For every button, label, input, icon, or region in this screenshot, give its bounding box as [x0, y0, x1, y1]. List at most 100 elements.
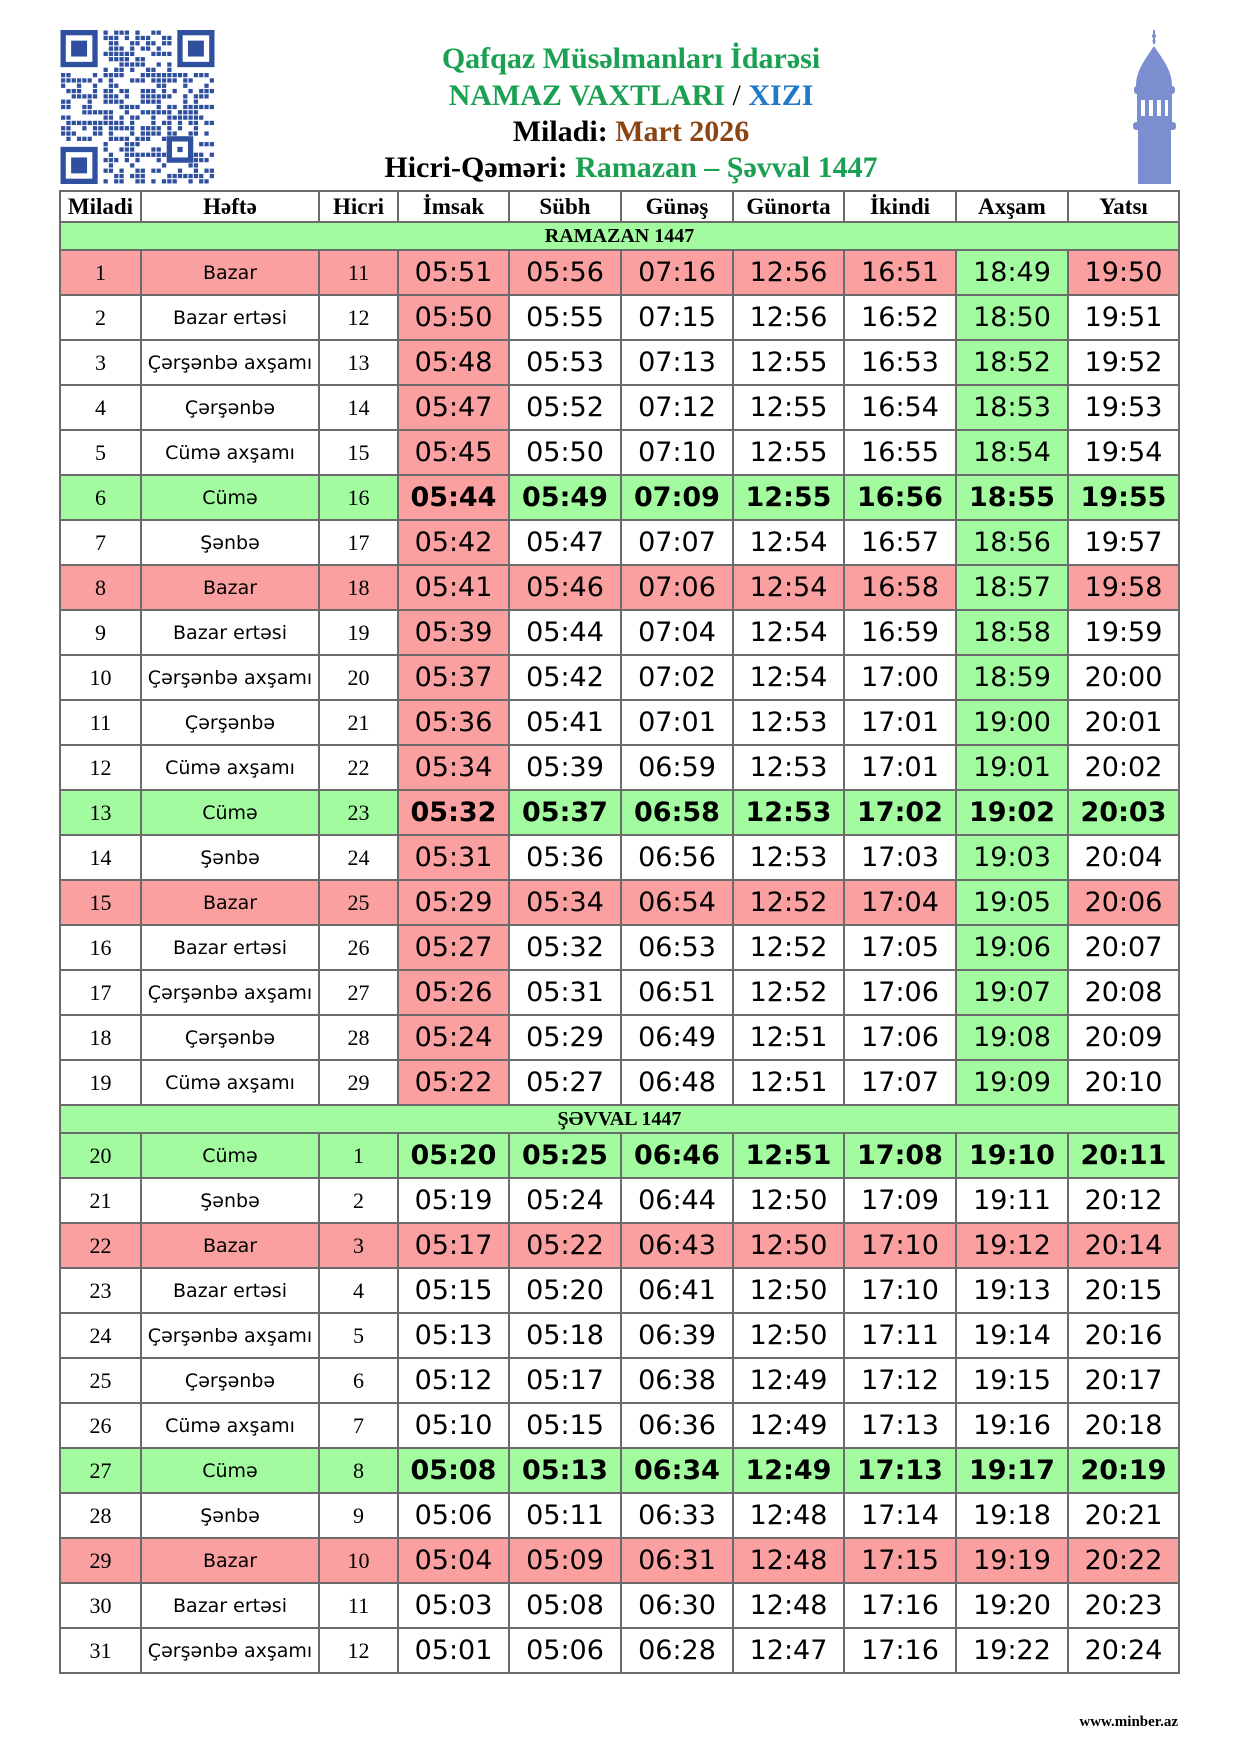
day-number: 19 — [59, 1059, 142, 1106]
time-Yatsı: 20:17 — [1067, 1357, 1180, 1404]
time-Axşam: 19:01 — [955, 744, 1069, 791]
day-number: 23 — [59, 1267, 142, 1314]
hijri-day: 7 — [318, 1402, 399, 1449]
time-İkindi: 17:04 — [843, 879, 957, 926]
time-İkindi: 17:01 — [843, 699, 957, 746]
day-number: 24 — [59, 1312, 142, 1359]
time-İkindi: 17:06 — [843, 969, 957, 1016]
hijri-day: 5 — [318, 1312, 399, 1359]
hijri-day: 14 — [318, 384, 399, 431]
time-İkindi: 16:54 — [843, 384, 957, 431]
time-Yatsı: 19:59 — [1067, 609, 1180, 656]
time-İmsak: 05:42 — [397, 519, 510, 566]
gregorian-label: Miladi: — [512, 115, 608, 148]
time-Günorta: 12:48 — [732, 1492, 845, 1539]
time-Günəş: 06:44 — [620, 1177, 734, 1224]
time-Yatsı: 20:12 — [1067, 1177, 1180, 1224]
table-row: 26 Cümə axşamı 7 05:10 05:15 06:36 12:49 17:13 1… — [59, 1402, 1180, 1449]
time-Axşam: 19:02 — [955, 789, 1069, 836]
time-Yatsı: 19:53 — [1067, 384, 1180, 431]
time-Yatsı: 20:11 — [1067, 1132, 1180, 1179]
time-İmsak: 05:36 — [397, 699, 510, 746]
table-row: 5 Cümə axşamı 15 05:45 05:50 07:10 12:55 16:55 1… — [59, 429, 1180, 476]
time-Sübh: 05:52 — [508, 384, 622, 431]
time-Sübh: 05:20 — [508, 1267, 622, 1314]
table-row: 3 Çərşənbə axşamı 13 05:48 05:53 07:13 12:55 16… — [59, 339, 1180, 386]
time-Günorta: 12:54 — [732, 609, 845, 656]
time-Axşam: 19:12 — [955, 1222, 1069, 1269]
time-Yatsı: 20:23 — [1067, 1582, 1180, 1629]
time-İmsak: 05:41 — [397, 564, 510, 611]
day-number: 2 — [59, 294, 142, 341]
time-Yatsı: 20:10 — [1067, 1059, 1180, 1106]
time-İmsak: 05:20 — [397, 1132, 510, 1179]
day-number: 16 — [59, 924, 142, 971]
time-Yatsı: 20:02 — [1067, 744, 1180, 791]
time-Günorta: 12:53 — [732, 699, 845, 746]
weekday: Şənbə — [140, 1492, 320, 1539]
weekday: Çərşənbə — [140, 1357, 320, 1404]
weekday: Cümə — [140, 474, 320, 521]
weekday: Bazar — [140, 879, 320, 926]
hijri-line: Hicri-Qəməri: Ramazan – Şəvval 1447 — [330, 150, 932, 186]
day-number: 5 — [59, 429, 142, 476]
time-İmsak: 05:01 — [397, 1627, 510, 1674]
time-İmsak: 05:37 — [397, 654, 510, 701]
time-İkindi: 17:07 — [843, 1059, 957, 1106]
hijri-day: 1 — [318, 1132, 399, 1179]
table-row: 22 Bazar 3 05:17 05:22 06:43 12:50 17:10 19:12 20… — [59, 1222, 1180, 1269]
time-Günəş: 06:48 — [620, 1059, 734, 1106]
time-Yatsı: 20:09 — [1067, 1014, 1180, 1061]
time-İmsak: 05:34 — [397, 744, 510, 791]
table-row: 27 Cümə 8 05:08 05:13 06:34 12:49 17:13 19:17 20:… — [59, 1447, 1180, 1494]
day-number: 13 — [59, 789, 142, 836]
time-İmsak: 05:32 — [397, 789, 510, 836]
day-number: 7 — [59, 519, 142, 566]
time-Sübh: 05:08 — [508, 1582, 622, 1629]
time-Sübh: 05:39 — [508, 744, 622, 791]
time-Günorta: 12:54 — [732, 654, 845, 701]
time-Sübh: 05:06 — [508, 1627, 622, 1674]
time-İmsak: 05:44 — [397, 474, 510, 521]
time-Günorta: 12:48 — [732, 1537, 845, 1584]
footer-website[interactable]: www.minber.az — [1079, 1714, 1178, 1730]
time-İkindi: 17:09 — [843, 1177, 957, 1224]
time-Günəş: 07:09 — [620, 474, 734, 521]
qr-code-icon[interactable] — [59, 30, 216, 184]
gregorian-value: Mart 2026 — [615, 115, 750, 148]
hijri-day: 21 — [318, 699, 399, 746]
time-Günəş: 07:02 — [620, 654, 734, 701]
time-İkindi: 17:10 — [843, 1222, 957, 1269]
hijri-day: 28 — [318, 1014, 399, 1061]
time-İmsak: 05:19 — [397, 1177, 510, 1224]
time-Günorta: 12:56 — [732, 249, 845, 296]
time-Axşam: 19:18 — [955, 1492, 1069, 1539]
weekday: Bazar ertəsi — [140, 924, 320, 971]
day-number: 27 — [59, 1447, 142, 1494]
time-Yatsı: 20:22 — [1067, 1537, 1180, 1584]
day-number: 18 — [59, 1014, 142, 1061]
day-number: 20 — [59, 1132, 142, 1179]
time-Günəş: 07:15 — [620, 294, 734, 341]
time-Sübh: 05:27 — [508, 1059, 622, 1106]
time-Axşam: 18:56 — [955, 519, 1069, 566]
hijri-day: 3 — [318, 1222, 399, 1269]
time-Axşam: 18:55 — [955, 474, 1069, 521]
table-row: 4 Çərşənbə 14 05:47 05:52 07:12 12:55 16:54 18:5… — [59, 384, 1180, 431]
weekday: Şənbə — [140, 834, 320, 881]
time-Sübh: 05:24 — [508, 1177, 622, 1224]
time-Günorta: 12:52 — [732, 879, 845, 926]
time-Günəş: 06:53 — [620, 924, 734, 971]
day-number: 10 — [59, 654, 142, 701]
time-Sübh: 05:53 — [508, 339, 622, 386]
time-Sübh: 05:31 — [508, 969, 622, 1016]
weekday: Çərşənbə axşamı — [140, 1312, 320, 1359]
time-Günəş: 07:01 — [620, 699, 734, 746]
time-Sübh: 05:25 — [508, 1132, 622, 1179]
time-Sübh: 05:36 — [508, 834, 622, 881]
day-number: 26 — [59, 1402, 142, 1449]
time-Günorta: 12:53 — [732, 744, 845, 791]
table-row: 25 Çərşənbə 6 05:12 05:17 06:38 12:49 17:12 19:1… — [59, 1357, 1180, 1404]
weekday: Bazar — [140, 1222, 320, 1269]
